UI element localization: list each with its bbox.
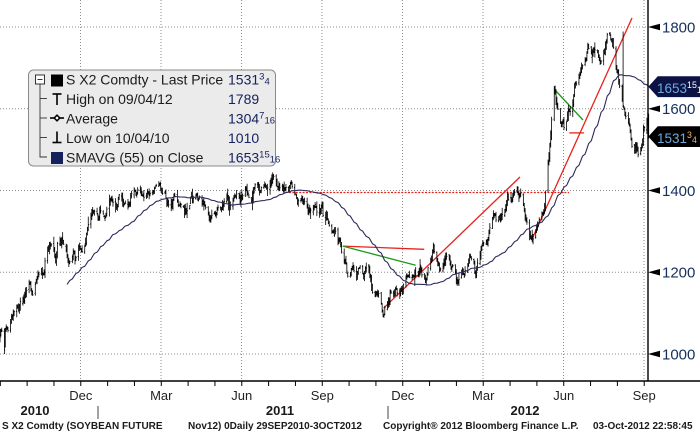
svg-text:1800: 1800: [662, 20, 695, 37]
svg-text:Dec: Dec: [391, 388, 415, 403]
svg-text:Nov12) 0Daily 29SEP2010-3OCT20: Nov12) 0Daily 29SEP2010-3OCT2012: [188, 421, 362, 432]
svg-text:1200: 1200: [662, 265, 695, 282]
svg-text:1400: 1400: [662, 183, 695, 200]
svg-text:Sep: Sep: [311, 388, 334, 403]
svg-text:Dec: Dec: [69, 388, 93, 403]
svg-text:1789: 1789: [228, 91, 259, 107]
svg-text:Copyright® 2012 Bloomberg Fina: Copyright® 2012 Bloomberg Finance L.P.: [383, 421, 579, 432]
svg-text:SMAVG (55) on Close: SMAVG (55) on Close: [66, 150, 204, 166]
svg-text:S X2 Comdty - Last Price: S X2 Comdty - Last Price: [66, 72, 223, 88]
svg-text:Low on 10/04/10: Low on 10/04/10: [66, 130, 170, 146]
svg-text:2010: 2010: [21, 403, 50, 418]
svg-text:Mar: Mar: [472, 388, 495, 403]
svg-text:Average: Average: [66, 111, 118, 127]
svg-text:1000: 1000: [662, 347, 695, 364]
svg-text:1010: 1010: [228, 130, 259, 146]
svg-text:Jun: Jun: [553, 388, 574, 403]
svg-text:153134: 153134: [228, 72, 270, 88]
svg-text:Mar: Mar: [150, 388, 173, 403]
svg-text:2012: 2012: [511, 403, 540, 418]
svg-text:Sep: Sep: [633, 388, 656, 403]
svg-text:Jun: Jun: [231, 388, 252, 403]
svg-text:2011: 2011: [266, 403, 294, 418]
svg-text:S X2 Comdty (SOYBEAN FUTURE: S X2 Comdty (SOYBEAN FUTURE: [2, 421, 163, 432]
svg-text:1600: 1600: [662, 101, 695, 118]
svg-text:03-Oct-2012 22:58:45: 03-Oct-2012 22:58:45: [593, 421, 693, 432]
svg-text:High on 09/04/12: High on 09/04/12: [66, 91, 173, 107]
